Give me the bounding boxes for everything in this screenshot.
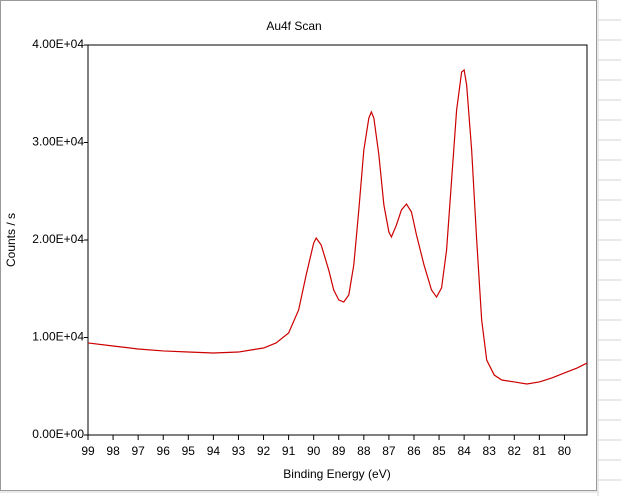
y-tick-label: 0.00E+00	[32, 427, 84, 441]
y-tick-label: 3.00E+04	[32, 135, 84, 149]
x-tick-label: 85	[432, 444, 446, 458]
y-axis-label: Counts / s	[4, 213, 18, 267]
x-tick-label: 92	[257, 444, 271, 458]
x-tick-label: 89	[332, 444, 346, 458]
x-tick-label: 87	[382, 444, 396, 458]
data-line	[87, 68, 588, 385]
x-tick-label: 84	[457, 444, 471, 458]
x-axis-label: Binding Energy (eV)	[283, 467, 390, 481]
x-tick-label: 96	[157, 444, 171, 458]
x-tick-label: 88	[357, 444, 371, 458]
x-tick-label: 91	[282, 444, 296, 458]
x-tick-label: 90	[307, 444, 321, 458]
x-tick-label: 83	[483, 444, 497, 458]
x-tick-label: 80	[558, 444, 572, 458]
plot-area	[87, 44, 588, 436]
y-tick-label: 1.00E+04	[32, 330, 84, 344]
x-tick-label: 99	[81, 444, 95, 458]
y-tick-label: 2.00E+04	[32, 232, 84, 246]
x-tick-label: 97	[131, 444, 145, 458]
x-tick-label: 98	[106, 444, 120, 458]
x-tick-label: 94	[207, 444, 221, 458]
x-tick-label: 86	[407, 444, 421, 458]
x-tick-label: 81	[533, 444, 547, 458]
chart-frame	[0, 0, 597, 491]
x-tick-label: 93	[232, 444, 246, 458]
x-tick-label: 82	[508, 444, 522, 458]
x-tick-label: 95	[182, 444, 196, 458]
chart-title: Au4f Scan	[266, 19, 321, 33]
y-tick-label: 4.00E+04	[32, 37, 84, 51]
